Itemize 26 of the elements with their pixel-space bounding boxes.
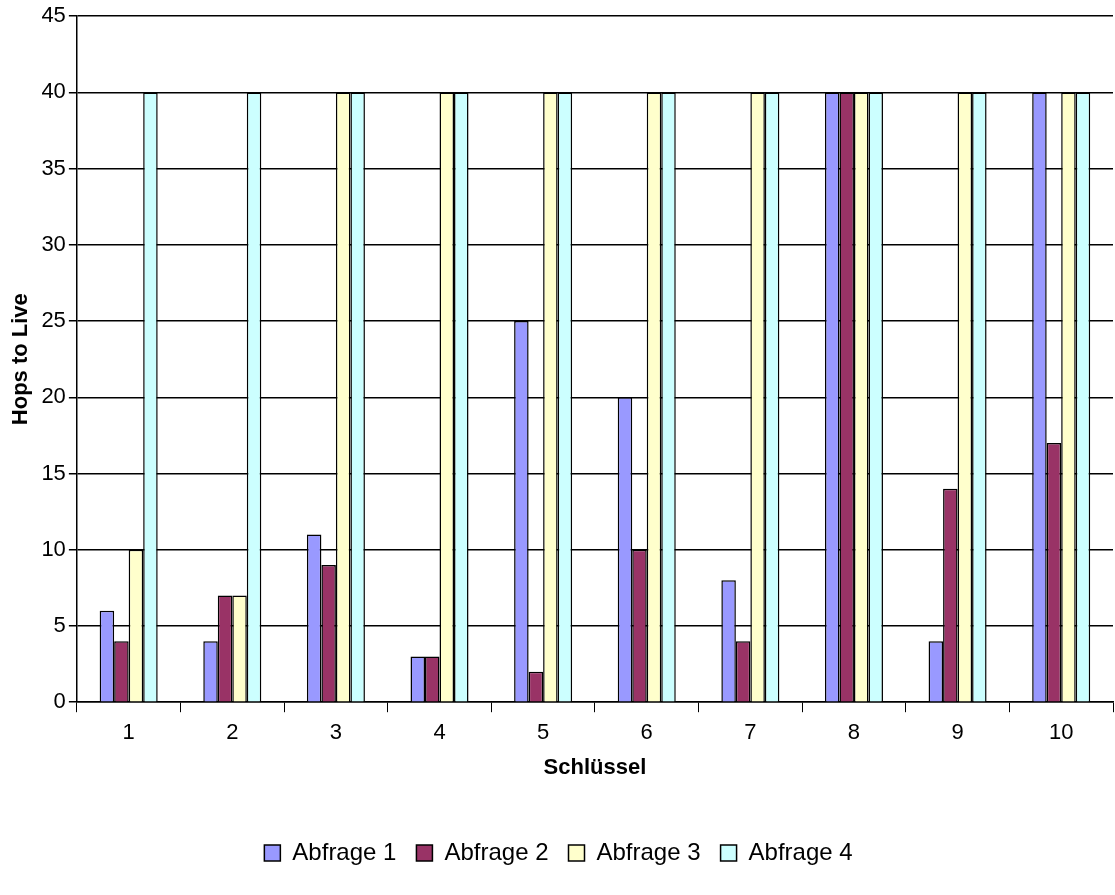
y-tick-label: 45 (41, 2, 66, 28)
y-tick-label: 10 (41, 535, 66, 561)
y-tick-label: 15 (41, 459, 66, 485)
legend-label: Abfrage 1 (292, 837, 397, 865)
x-tick-label: 3 (329, 719, 343, 745)
legend-label: Abfrage 4 (748, 837, 853, 865)
x-tick-label: 9 (951, 719, 964, 745)
y-tick-label: 0 (53, 688, 66, 714)
x-axis-title: Schlüssel (543, 753, 647, 779)
x-tick-label: 5 (537, 719, 550, 745)
y-axis-title: Hops to Live (7, 293, 33, 426)
y-tick-label: 20 (41, 383, 66, 409)
x-tick-label: 2 (226, 719, 239, 745)
y-tick-label: 30 (41, 230, 66, 256)
y-tick-label: 25 (41, 307, 66, 333)
y-tick-label: 5 (53, 612, 66, 638)
x-tick-label: 10 (1048, 719, 1074, 745)
x-tick-label: 8 (847, 719, 861, 745)
y-tick-label: 40 (41, 78, 66, 104)
y-tick-label: 35 (41, 154, 66, 180)
legend-label: Abfrage 2 (444, 837, 549, 865)
x-tick-label: 6 (640, 719, 653, 745)
x-tick-label: 1 (122, 719, 135, 745)
x-tick-label: 7 (744, 719, 757, 745)
x-tick-label: 4 (433, 719, 446, 745)
legend-label: Abfrage 3 (596, 837, 701, 865)
